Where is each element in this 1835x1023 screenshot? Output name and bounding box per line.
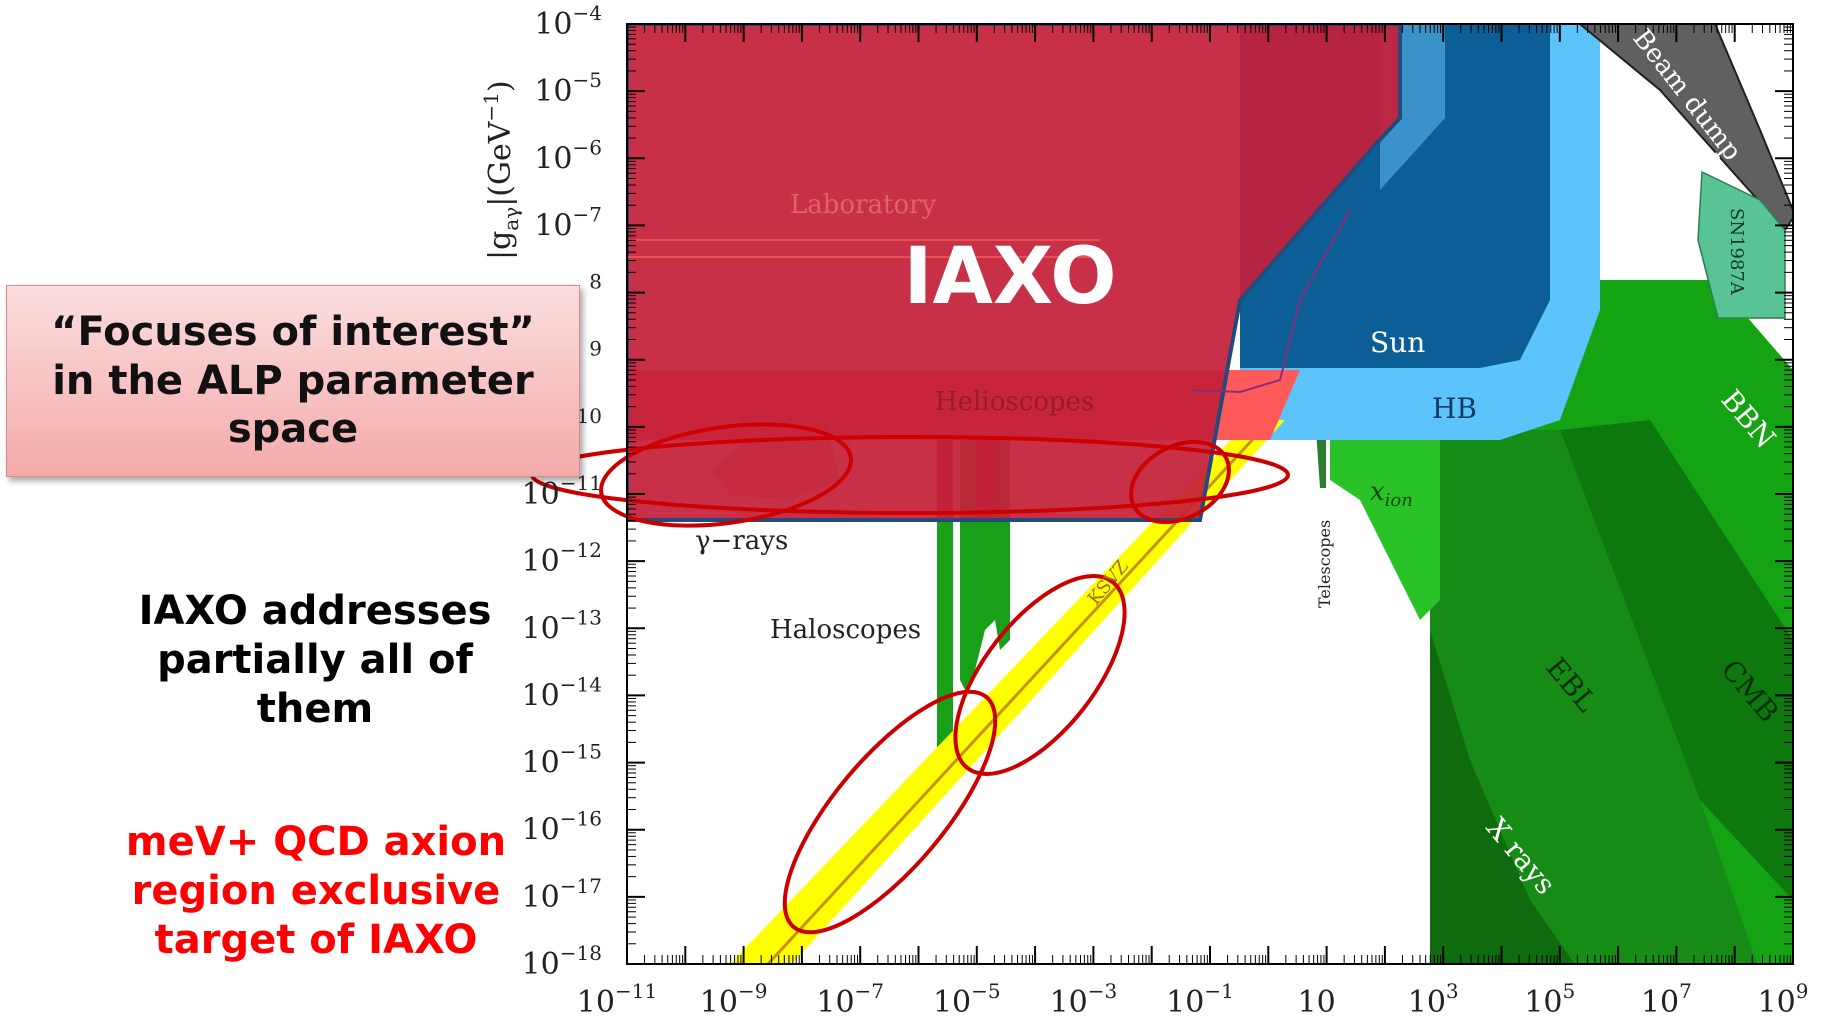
x-tick-label: 10 — [1298, 985, 1336, 1020]
y-tick-label: 10−15 — [522, 740, 602, 781]
y-tick-label: 10−17 — [522, 874, 602, 915]
y-tick-label: 10−12 — [522, 538, 602, 579]
plot-regions — [627, 24, 1793, 964]
callout-line-2: in the ALP parameter — [52, 357, 534, 404]
focus-ellipse-low — [782, 689, 998, 935]
y-tick-label: 10−5 — [534, 68, 602, 109]
callout-line-1: “Focuses of interest” — [51, 308, 535, 355]
note-line-2: partially all of — [157, 636, 473, 683]
ebl-region — [1430, 430, 1758, 964]
label-sun: Sun — [1370, 326, 1425, 359]
iaxo-label: IAXO — [903, 232, 1116, 322]
y-tick-label: 10−13 — [522, 605, 602, 646]
note-line-1: IAXO addresses — [138, 588, 492, 634]
x-tick-label: 10−5 — [933, 979, 1001, 1020]
focus-ellipse-left — [599, 422, 853, 528]
y-axis-ticks: 10−4 10−5 10−6 10−7 8 9 10 10−11 10−12 10−13 10−14… — [522, 1, 1793, 982]
x-rays-region — [1430, 630, 1575, 964]
sn1987a-region — [1697, 170, 1786, 319]
x-tick-label: 107 — [1641, 979, 1692, 1020]
y-tick-label: 10−14 — [522, 672, 602, 713]
red-note-line-2: region exclusive — [131, 867, 501, 914]
x-tick-label: 103 — [1408, 979, 1459, 1020]
y-tick-label: 10−16 — [522, 807, 602, 848]
label-gamma-rays: γ−rays — [695, 526, 788, 556]
y-tick-label: 10−6 — [534, 135, 602, 176]
focus-ellipse-right — [1129, 439, 1231, 525]
red-note-line-3: target of IAXO — [154, 916, 478, 963]
iaxo-region — [627, 24, 1402, 522]
x-ion-region — [1330, 430, 1440, 620]
y-tick-label: 8 — [589, 270, 602, 294]
note-line-3: them — [256, 685, 374, 732]
iaxo-addresses-note: IAXO addresses partially all of them — [120, 587, 510, 733]
y-axis-label: |gaγ|(GeV−1) — [479, 80, 523, 260]
y-tick-label: 10 — [577, 404, 602, 428]
x-tick-label: 10−1 — [1166, 979, 1234, 1020]
label-hb: HB — [1432, 392, 1477, 425]
telescopes-region — [1316, 430, 1326, 488]
x-tick-label: 10−11 — [577, 979, 657, 1020]
x-tick-label: 105 — [1524, 979, 1575, 1020]
label-telescopes: Telescopes — [1315, 520, 1334, 608]
x-tick-label: 10−3 — [1050, 979, 1118, 1020]
label-haloscopes: Haloscopes — [770, 615, 921, 645]
qcd-axion-note: meV+ QCD axion region exclusive target o… — [112, 818, 520, 964]
x-axis-ticks: 10−11 10−9 10−7 10−5 10−3 10−1 10 103 105 107 109 — [577, 24, 1809, 1020]
label-x-ion: xion — [1370, 477, 1413, 511]
y-tick-label: 10−7 — [534, 202, 602, 243]
focus-callout: “Focuses of interest” in the ALP paramet… — [6, 285, 580, 477]
haloscope-strip-1 — [937, 440, 953, 775]
x-tick-label: 10−9 — [700, 979, 768, 1020]
label-sn1987a: SN1987A — [1726, 208, 1747, 296]
helioscope-curve — [1189, 209, 1351, 394]
y-tick-label: 9 — [589, 337, 602, 361]
callout-line-3: space — [227, 406, 359, 453]
x-tick-label: 109 — [1758, 979, 1809, 1020]
x-tick-label: 10−7 — [816, 979, 884, 1020]
y-tick-label: 10−4 — [534, 1, 602, 42]
y-tick-label: 10−11 — [522, 471, 602, 512]
focus-ellipse-mid — [953, 574, 1127, 776]
label-helioscopes: Helioscopes — [935, 387, 1094, 417]
label-laboratory: Laboratory — [790, 190, 937, 220]
y-tick-label: 10−18 — [522, 941, 602, 982]
cmb-region — [1560, 420, 1793, 900]
beam-dump-region — [1578, 24, 1793, 232]
red-note-line-1: meV+ QCD axion — [125, 819, 507, 865]
